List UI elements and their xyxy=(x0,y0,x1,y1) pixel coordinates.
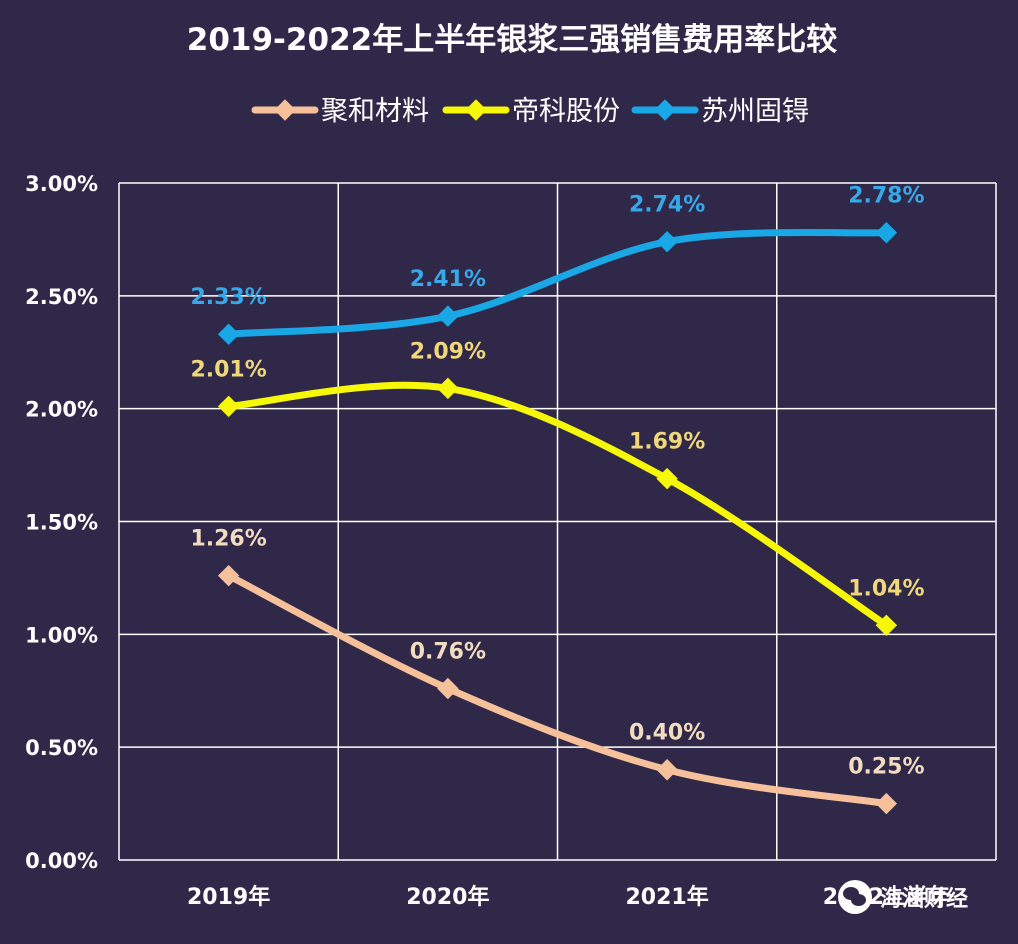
data-label: 2.01% xyxy=(190,357,266,382)
legend-marker xyxy=(654,99,676,121)
y-tick-label: 2.50% xyxy=(25,285,98,309)
data-point xyxy=(437,377,459,400)
series-line xyxy=(225,381,890,629)
series-layer: 1.26% 0.76% 0.40% 0.25% 2.01% 2.09% 1.69% 1.04%… xyxy=(190,184,925,815)
chart-title: 2019-2022年上半年银浆三强销售费用率比较 xyxy=(187,22,837,58)
x-tick-label: 2019年 xyxy=(187,884,270,910)
data-point xyxy=(217,564,240,587)
data-label: 1.26% xyxy=(190,527,266,552)
x-tick-label: 2020年 xyxy=(406,884,489,910)
y-tick-label: 2.00% xyxy=(25,398,98,422)
data-label: 2.33% xyxy=(190,285,266,310)
data-point xyxy=(875,221,898,244)
data-label: 1.04% xyxy=(848,576,924,601)
data-label: 0.76% xyxy=(410,639,486,664)
data-label: 0.40% xyxy=(629,721,705,746)
series-line xyxy=(225,572,890,808)
data-point xyxy=(656,230,678,253)
data-point xyxy=(437,677,459,700)
legend-marker xyxy=(274,99,296,121)
y-tick-label: 1.00% xyxy=(25,623,98,647)
y-tick-label: 1.50% xyxy=(25,511,98,535)
x-axis: 2019年 2020年 2021年 2022上半年 xyxy=(187,884,950,910)
y-tick-label: 3.00% xyxy=(25,172,98,196)
legend-item: 聚和材料 xyxy=(251,96,429,127)
data-point xyxy=(217,395,240,418)
data-label: 1.69% xyxy=(629,430,705,455)
data-point xyxy=(437,305,459,327)
y-axis: 0.00% 0.50% 1.00% 1.50% 2.00% 2.50% 3.00% xyxy=(25,172,98,873)
legend-label: 帝科股份 xyxy=(512,96,620,127)
series-line xyxy=(225,228,890,338)
legend-label: 聚和材料 xyxy=(321,96,429,127)
x-tick-label: 2021年 xyxy=(626,884,709,910)
data-label: 2.74% xyxy=(629,193,705,218)
data-point xyxy=(656,467,678,490)
legend-label: 苏州固锝 xyxy=(701,96,809,127)
series-3: 2.33% 2.41% 2.74% 2.78% xyxy=(190,184,925,345)
legend-marker xyxy=(465,99,487,121)
y-tick-label: 0.00% xyxy=(25,849,98,873)
series-2: 2.01% 2.09% 1.69% 1.04% xyxy=(190,339,925,637)
watermark: 海涵财经 xyxy=(838,880,968,914)
y-tick-label: 0.50% xyxy=(25,736,98,760)
data-label: 2.78% xyxy=(848,184,924,209)
data-point xyxy=(217,323,240,345)
wechat-icon xyxy=(838,880,872,914)
legend: 聚和材料 帝科股份 苏州固锝 xyxy=(251,96,809,127)
watermark-text: 海涵财经 xyxy=(880,887,969,912)
legend-item: 帝科股份 xyxy=(442,96,620,127)
data-point xyxy=(875,614,898,637)
legend-item: 苏州固锝 xyxy=(631,96,809,127)
data-label: 2.41% xyxy=(410,267,486,292)
data-point xyxy=(875,792,898,815)
data-point xyxy=(656,759,678,781)
data-label: 0.25% xyxy=(848,755,924,780)
data-label: 2.09% xyxy=(410,339,486,364)
series-1: 1.26% 0.76% 0.40% 0.25% xyxy=(190,527,925,815)
gridlines xyxy=(118,182,997,861)
